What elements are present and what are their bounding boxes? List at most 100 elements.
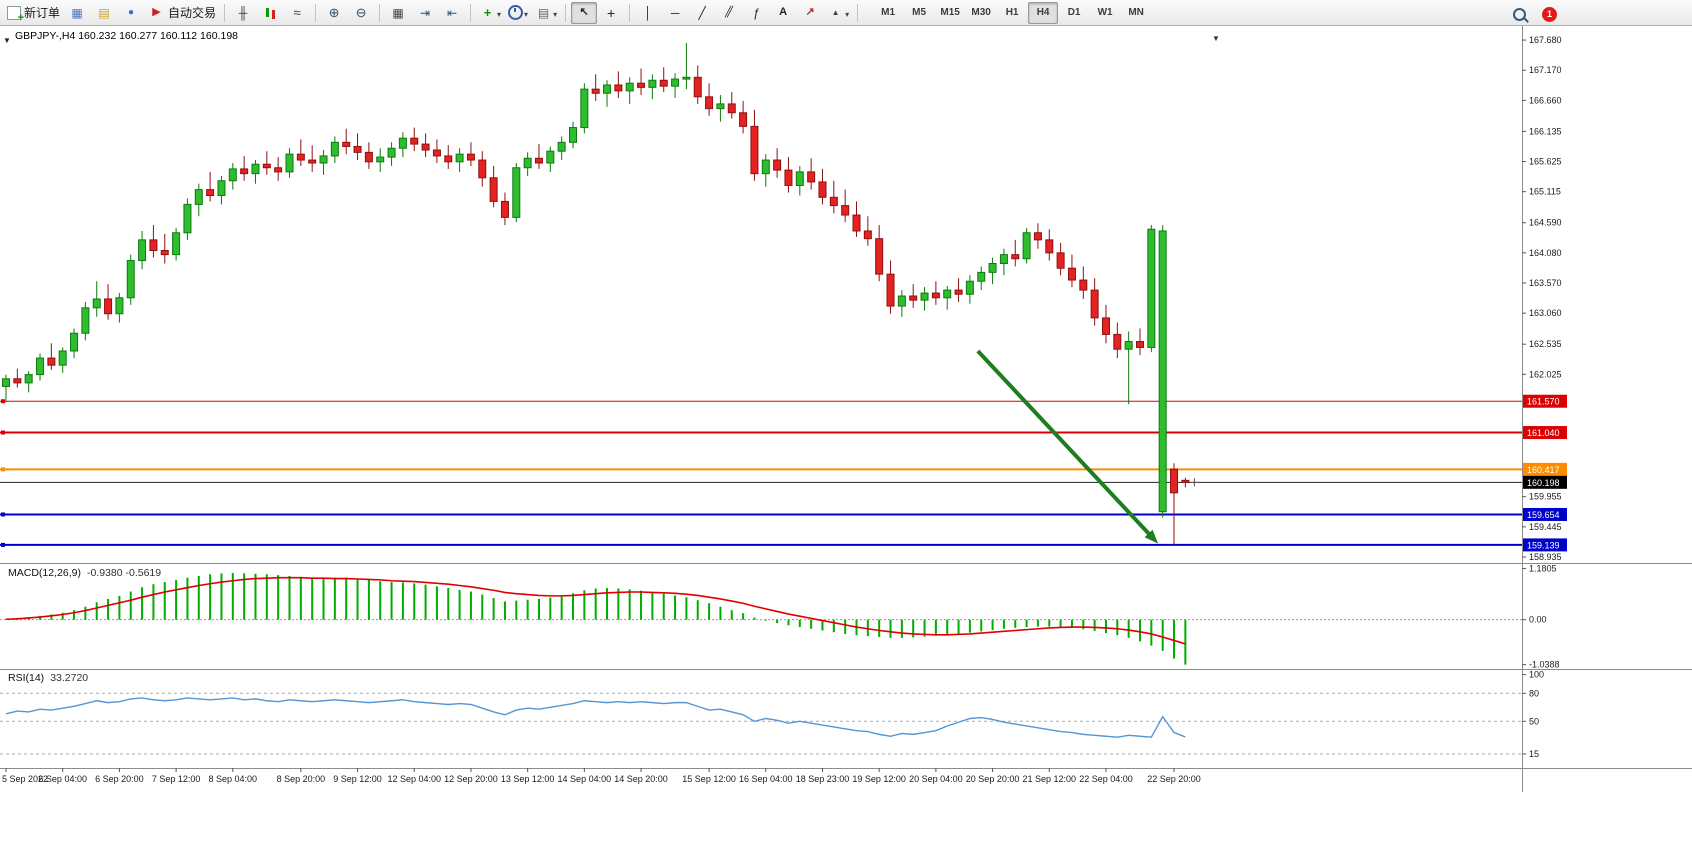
market-watch-button[interactable] xyxy=(118,2,144,24)
auto-trading-button[interactable]: 自动交易 xyxy=(145,2,219,24)
candle xyxy=(330,141,339,157)
candle xyxy=(1170,468,1179,494)
macd-histogram-bar xyxy=(526,599,529,620)
candle xyxy=(2,378,10,387)
rsi-scale[interactable]: 100 80 50 15 xyxy=(1522,670,1544,759)
trendline-button[interactable] xyxy=(689,2,715,24)
candle xyxy=(172,232,181,256)
macd-histogram-bar xyxy=(912,619,915,638)
time-tick-label: 5 Sep 2022 xyxy=(2,774,48,784)
bar-chart-button[interactable] xyxy=(230,2,256,24)
macd-histogram-bar xyxy=(719,606,722,620)
line-chart-button[interactable] xyxy=(284,2,310,24)
shapes-caret-icon[interactable] xyxy=(844,4,849,22)
price-tick-label: 164.590 xyxy=(1529,218,1562,228)
candle xyxy=(614,84,623,92)
timeframe-h1-button[interactable]: H1 xyxy=(1005,7,1019,18)
new-order-button[interactable]: 新订单 xyxy=(4,2,63,24)
candlestick-chart-button[interactable] xyxy=(257,2,283,24)
templates-caret-icon[interactable] xyxy=(552,4,557,22)
trend-arrow-object[interactable] xyxy=(976,349,1159,544)
timeframe-d1-button[interactable]: D1 xyxy=(1067,7,1081,18)
macd-histogram-bar xyxy=(345,577,348,620)
timeframe-h4-button[interactable]: H4 xyxy=(1028,1,1059,24)
macd-histogram-bar xyxy=(1070,619,1073,628)
templates-button[interactable] xyxy=(532,2,560,24)
zoom-in-button[interactable] xyxy=(321,2,347,24)
new-order-icon xyxy=(7,5,24,24)
chart-title: GBPJPY-,H4 160.232 160.277 160.112 160.1… xyxy=(15,30,238,42)
add-indicator-caret-icon[interactable] xyxy=(496,4,501,22)
price-tick-label: 159.955 xyxy=(1529,492,1562,502)
tile-windows-button[interactable] xyxy=(385,2,411,24)
line-anchor xyxy=(1,467,5,472)
macd-tick-label: -1.0388 xyxy=(1529,660,1560,670)
candle xyxy=(1056,252,1065,269)
candle xyxy=(47,357,56,366)
horizontal-line-icon xyxy=(667,5,684,21)
text-button[interactable] xyxy=(770,2,796,24)
candle xyxy=(1147,228,1156,348)
macd-histogram-bar xyxy=(458,589,461,620)
timeframe-m15-button[interactable]: M15 xyxy=(940,7,960,18)
chart-shift-marker-icon[interactable] xyxy=(1212,28,1220,46)
search-button[interactable] xyxy=(1506,3,1532,25)
candle xyxy=(569,127,577,143)
vertical-line-button[interactable] xyxy=(635,2,661,24)
price-scale[interactable]: 167.680 167.170 166.660 166.135 165.625 165.1… xyxy=(1522,35,1567,562)
new-order-label: 新订单 xyxy=(24,6,61,20)
period-clock-button[interactable] xyxy=(505,2,531,24)
macd-histogram-bar xyxy=(5,618,7,620)
trendline-icon xyxy=(694,5,711,21)
chart-shift-button[interactable] xyxy=(439,2,465,24)
rsi-tick-label: 80 xyxy=(1529,688,1539,698)
time-tick-label: 8 Sep 04:00 xyxy=(209,774,258,784)
notification-badge[interactable]: 1 xyxy=(1542,6,1557,22)
candle xyxy=(954,289,963,295)
macd-histogram-bar xyxy=(1139,619,1141,642)
one-click-trading-toggle[interactable] xyxy=(3,30,11,48)
equidistant-channel-button[interactable] xyxy=(716,2,742,24)
price-tick-label: 165.625 xyxy=(1529,157,1562,167)
timeframe-w1-button[interactable]: W1 xyxy=(1097,7,1113,18)
timeframe-m5-button[interactable]: M5 xyxy=(912,7,927,18)
time-tick-label: 14 Sep 20:00 xyxy=(614,774,668,784)
zoom-in-icon xyxy=(326,5,343,21)
candle xyxy=(240,168,249,175)
add-indicator-button[interactable] xyxy=(476,2,504,24)
charts-button[interactable] xyxy=(64,2,90,24)
candle xyxy=(285,153,294,173)
timeframe-mn-button[interactable]: MN xyxy=(1128,7,1144,18)
tile-windows-icon xyxy=(390,5,407,21)
candle xyxy=(24,374,33,384)
macd-histogram-bar xyxy=(900,619,903,638)
arrow-label-button[interactable] xyxy=(797,2,823,24)
templates-icon xyxy=(535,5,552,21)
candle xyxy=(1033,232,1042,241)
toolbar-group-draw-tools xyxy=(635,2,852,24)
zoom-out-button[interactable] xyxy=(348,2,374,24)
time-tick-label: 13 Sep 12:00 xyxy=(501,774,555,784)
profiles-button[interactable] xyxy=(91,2,117,24)
shapes-button[interactable] xyxy=(824,2,852,24)
timeframe-m1-button[interactable]: M1 xyxy=(881,7,896,18)
cursor-button[interactable] xyxy=(571,1,598,24)
candle xyxy=(591,88,600,94)
crosshair-button[interactable] xyxy=(598,2,624,24)
macd-scale[interactable]: 1.1805 0.00 -1.0388 xyxy=(1522,564,1560,670)
candle xyxy=(115,297,124,315)
fibonacci-button[interactable] xyxy=(743,2,769,24)
auto-scroll-button[interactable] xyxy=(412,2,438,24)
candle xyxy=(58,350,67,366)
macd-histogram-bar xyxy=(413,583,416,620)
macd-histogram-bar xyxy=(923,619,926,637)
period-clock-caret-icon[interactable] xyxy=(523,4,528,22)
timeframe-m30-button[interactable]: M30 xyxy=(971,7,991,18)
vertical-line-icon xyxy=(640,5,657,21)
candle xyxy=(421,143,430,151)
horizontal-line-button[interactable] xyxy=(662,2,688,24)
period-clock-icon xyxy=(508,5,524,20)
price-line-badge: 159.139 xyxy=(1523,538,1567,552)
candle xyxy=(818,181,827,198)
